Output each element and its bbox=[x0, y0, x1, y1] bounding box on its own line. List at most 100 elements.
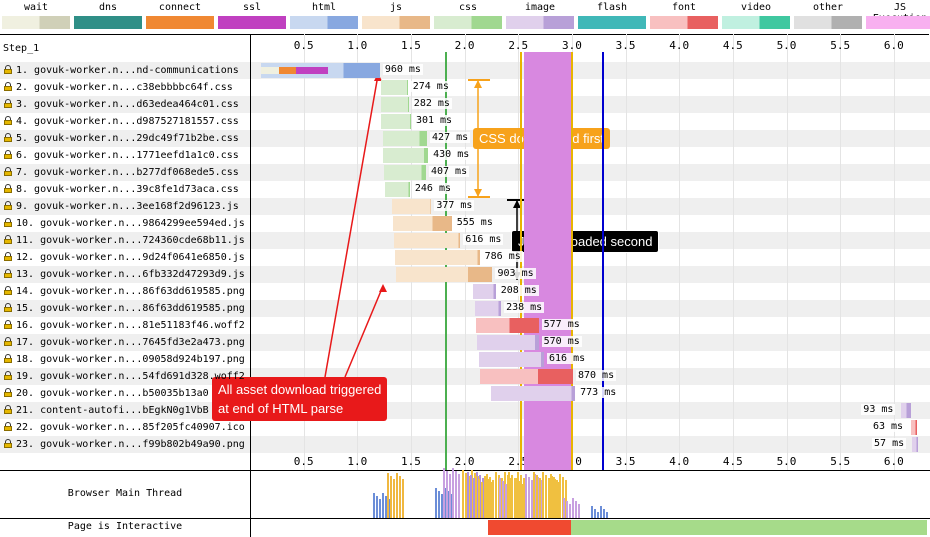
legend-item-label: other bbox=[812, 2, 844, 13]
main-thread-tick bbox=[387, 473, 390, 518]
interactive-divider bbox=[0, 518, 930, 519]
gridline bbox=[357, 34, 358, 470]
request-url: 7. govuk-worker.n...b277df068ede5.css bbox=[16, 167, 239, 178]
main-thread-tick bbox=[547, 482, 550, 518]
request-duration: 616 ms bbox=[547, 353, 588, 364]
lock-icon bbox=[4, 320, 12, 329]
request-label: 22. govuk-worker.n...85f205fc40907.ico bbox=[4, 419, 245, 436]
main-thread-tick bbox=[385, 496, 388, 518]
main-thread-tick bbox=[492, 480, 495, 518]
main-thread-tick bbox=[500, 478, 503, 518]
main-thread-tick bbox=[382, 493, 385, 518]
assets-callout: All asset download triggered at end of H… bbox=[212, 377, 388, 421]
request-duration: 57 ms bbox=[872, 438, 907, 449]
request-label: 16. govuk-worker.n...81e51183f46.woff2 bbox=[4, 317, 245, 334]
axis-tick-label: 0.5 bbox=[293, 455, 314, 468]
legend-item: css bbox=[432, 0, 504, 34]
request-duration: 430 ms bbox=[431, 149, 472, 160]
waterfall-chart bbox=[0, 34, 929, 471]
main-thread-tick bbox=[462, 470, 465, 518]
main-thread-tick bbox=[553, 477, 556, 518]
main-thread-tick bbox=[572, 498, 575, 518]
css-arrow-down-icon bbox=[474, 189, 482, 197]
main-thread-tick bbox=[504, 484, 507, 518]
main-thread-tick bbox=[591, 506, 594, 518]
main-thread-tick bbox=[501, 481, 504, 518]
waterfall-legend: wait dns connect ssl html js css image flash font… bbox=[0, 0, 930, 34]
request-duration: 274 ms bbox=[410, 81, 451, 92]
legend-swatch bbox=[650, 16, 718, 29]
lock-icon bbox=[4, 218, 12, 227]
main-thread-tick bbox=[396, 473, 399, 518]
request-bar bbox=[380, 80, 408, 95]
request-bar bbox=[383, 131, 428, 146]
lock-icon bbox=[4, 150, 12, 159]
legend-item-label: font bbox=[671, 2, 697, 13]
legend-item: wait bbox=[0, 0, 72, 34]
main-thread-tick bbox=[516, 478, 519, 518]
request-duration: 238 ms bbox=[504, 302, 545, 313]
gridline bbox=[787, 34, 788, 470]
lock-icon bbox=[4, 354, 12, 363]
request-url: 9. govuk-worker.n...3ee168f2d96123.js bbox=[16, 201, 239, 212]
main-thread-tick bbox=[402, 479, 405, 518]
request-label: 11. govuk-worker.n...724360cde68b11.js bbox=[4, 232, 245, 249]
request-bar bbox=[476, 318, 539, 333]
legend-item-label: html bbox=[311, 2, 337, 13]
request-url: 5. govuk-worker.n...29dc49f71b2be.css bbox=[16, 133, 239, 144]
main-thread-tick bbox=[507, 472, 510, 518]
main-thread-tick bbox=[452, 468, 455, 518]
lock-icon bbox=[4, 337, 12, 346]
js-arrow-up-icon bbox=[513, 200, 521, 208]
request-label: 19. govuk-worker.n...54fd691d328.woff2 bbox=[4, 368, 245, 385]
axis-tick-label: 3.5 bbox=[615, 455, 636, 468]
request-duration: 427 ms bbox=[430, 132, 471, 143]
legend-item: ssl bbox=[216, 0, 288, 34]
request-bar bbox=[910, 420, 918, 435]
request-label: 17. govuk-worker.n...7645fd3e2a473.png bbox=[4, 334, 245, 351]
lock-icon bbox=[4, 405, 12, 414]
lock-icon bbox=[4, 133, 12, 142]
lock-icon bbox=[4, 371, 12, 380]
main-thread-tick bbox=[475, 476, 478, 518]
request-bar bbox=[395, 267, 493, 282]
gridline bbox=[304, 34, 305, 470]
main-thread-tick bbox=[539, 478, 542, 518]
main-thread-tick bbox=[490, 482, 493, 518]
request-url: 16. govuk-worker.n...81e51183f46.woff2 bbox=[16, 320, 245, 331]
main-thread-tick bbox=[530, 480, 533, 518]
lock-icon bbox=[4, 167, 12, 176]
lock-icon bbox=[4, 235, 12, 244]
legend-item: other bbox=[792, 0, 864, 34]
legend-item: dns bbox=[72, 0, 144, 34]
main-thread-tick bbox=[443, 468, 446, 518]
request-bar bbox=[475, 301, 502, 316]
legend-item: video bbox=[720, 0, 792, 34]
request-label: 20. govuk-worker.n...b50035b13a0 bbox=[4, 385, 209, 402]
axis-tick-label: 1.5 bbox=[401, 39, 421, 52]
axis-tick-label: 2.0 bbox=[454, 39, 475, 52]
request-bar bbox=[479, 369, 573, 384]
request-bar bbox=[393, 233, 461, 248]
request-url: 18. govuk-worker.n...09058d924b197.png bbox=[16, 354, 245, 365]
main-thread-tick bbox=[376, 496, 379, 518]
axis-tick-label: 4.5 bbox=[722, 455, 743, 468]
gridline bbox=[679, 34, 680, 470]
request-bar bbox=[477, 335, 539, 350]
legend-swatch bbox=[2, 16, 70, 29]
request-duration: 570 ms bbox=[541, 336, 582, 347]
main-thread-tick bbox=[600, 506, 603, 518]
request-url: 23. govuk-worker.n...f99b802b49a90.png bbox=[16, 439, 245, 450]
legend-swatch bbox=[290, 16, 358, 29]
axis-tick-label: 4.0 bbox=[669, 39, 690, 52]
main-thread-tick bbox=[393, 479, 396, 518]
lock-icon bbox=[4, 82, 12, 91]
main-thread-tick bbox=[498, 478, 501, 518]
lock-icon bbox=[4, 269, 12, 278]
main-thread-tick bbox=[468, 476, 471, 518]
request-bar bbox=[380, 97, 409, 112]
main-thread-tick bbox=[544, 479, 547, 518]
axis-tick-label: 4.0 bbox=[669, 455, 690, 468]
request-label: 8. govuk-worker.n...39c8fe1d73aca.css bbox=[4, 181, 239, 198]
